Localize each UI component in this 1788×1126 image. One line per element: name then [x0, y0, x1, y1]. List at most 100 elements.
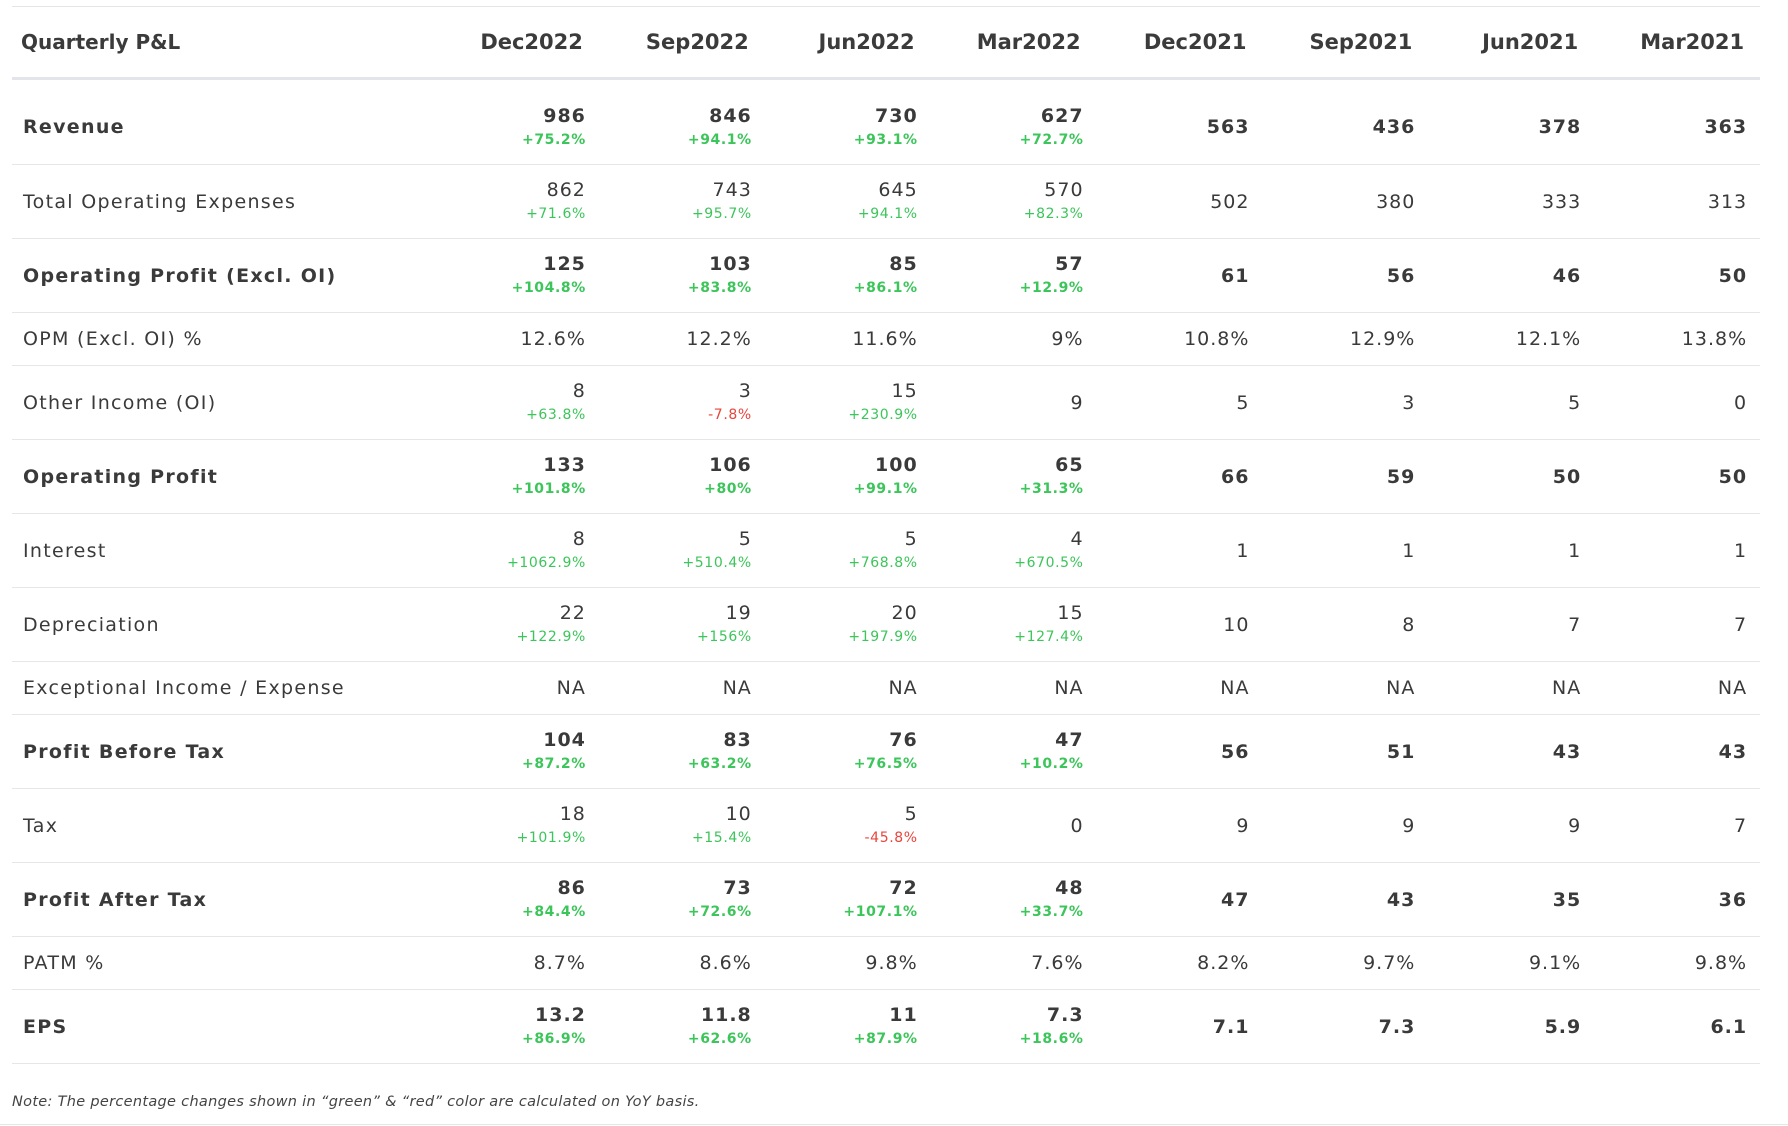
yoy-change: +75.2% [521, 131, 586, 148]
cell-value: 8 [572, 380, 586, 402]
table-row: Profit Before Tax 104 +87.2% 83 +63.2% 76 +76.… [12, 714, 1761, 789]
value-cell: 133 +101.8% [433, 439, 599, 514]
cell-value: 35 [1552, 888, 1582, 911]
cell-value: 18 [559, 803, 586, 825]
table-body: Revenue 986 +75.2% 846 +94.1% 730 +93.1% 627 +72… [12, 79, 1761, 1064]
row-label: Total Operating Expenses [12, 164, 433, 239]
yoy-change: +230.9% [848, 407, 918, 423]
yoy-change: +87.2% [521, 756, 586, 772]
value-cell: 43 [1262, 862, 1429, 937]
value-cell: 47 +10.2% [930, 714, 1097, 789]
value-cell: 50 [1594, 238, 1761, 313]
cell-value: 8.7% [533, 952, 586, 974]
cell-value: 378 [1538, 116, 1582, 138]
cell-value: 36 [1718, 888, 1748, 911]
value-cell: 83 +63.2% [598, 714, 765, 789]
cell-value: 9.8% [1694, 952, 1748, 974]
cell-value: 5 [904, 528, 918, 550]
value-cell: 9% [930, 312, 1097, 366]
value-cell: 46 [1428, 238, 1595, 313]
yoy-change: +80% [704, 481, 752, 497]
value-cell: 51 [1262, 714, 1429, 789]
table-row: Operating Profit (Excl. OI) 125 +104.8% 103… [12, 238, 1761, 313]
cell-value: 1 [1568, 539, 1582, 562]
period-header: Sep2022 [598, 6, 765, 80]
table-row: Other Income (OI) 8 +63.8% 3 -7.8% 15 +230.9% 9… [12, 365, 1761, 440]
cell-value: 59 [1386, 465, 1416, 488]
yoy-change: +12.9% [1019, 280, 1084, 296]
yoy-change: +63.2% [687, 756, 752, 772]
value-cell: 73 +72.6% [598, 862, 765, 937]
value-cell: 8.2% [1096, 936, 1263, 990]
cell-value: 85 [889, 253, 918, 275]
cell-value: 133 [543, 454, 586, 476]
cell-value: 8 [572, 528, 586, 550]
quarterly-pnl-panel: Quarterly P&L Dec2022 Sep2022 Jun2022 Ma… [12, 6, 1761, 1064]
yoy-change: +31.3% [1019, 481, 1084, 497]
value-cell: 13.2 +86.9% [433, 989, 599, 1064]
value-cell: 563 [1096, 90, 1263, 165]
cell-value: 9% [1051, 328, 1084, 350]
value-cell: 12.6% [433, 312, 599, 366]
value-cell: 22 +122.9% [433, 587, 599, 662]
value-cell: 333 [1428, 164, 1595, 239]
yoy-change: +94.1% [687, 131, 752, 148]
cell-value: 0 [1070, 814, 1084, 837]
yoy-change: +18.6% [1019, 1031, 1084, 1047]
yoy-change: +127.4% [1014, 629, 1084, 645]
value-cell: 8 +63.8% [433, 365, 599, 440]
cell-value: 9.7% [1363, 952, 1416, 974]
cell-value: 73 [723, 877, 752, 899]
cell-value: NA [1552, 677, 1582, 699]
value-cell: 627 +72.7% [930, 90, 1097, 165]
table-row: OPM (Excl. OI) % 12.6% 12.2% 11.6% 9% 10.8% 12… [12, 312, 1761, 366]
value-cell: 12.9% [1262, 312, 1429, 366]
value-cell: 5.9 [1428, 989, 1595, 1064]
yoy-change: -45.8% [864, 830, 918, 846]
cell-value: 313 [1707, 190, 1748, 213]
value-cell: 502 [1096, 164, 1263, 239]
cell-value: 627 [1040, 104, 1084, 127]
value-cell: 1 [1428, 513, 1595, 588]
value-cell: 1 [1262, 513, 1429, 588]
value-cell: 50 [1428, 439, 1595, 514]
cell-value: 57 [1055, 253, 1084, 275]
yoy-change: +101.8% [511, 481, 586, 497]
yoy-change: +95.7% [691, 206, 752, 222]
value-cell: 1 [1096, 513, 1263, 588]
yoy-change: +101.9% [516, 830, 586, 846]
table-row: Depreciation 22 +122.9% 19 +156% 20 +197.9% 15 +… [12, 587, 1761, 662]
cell-value: 5 [1568, 391, 1582, 414]
value-cell: 19 +156% [598, 587, 765, 662]
value-cell: 7.6% [930, 936, 1097, 990]
period-header: Jun2022 [764, 6, 931, 80]
row-label: Revenue [12, 90, 433, 165]
yoy-change: +10.2% [1019, 756, 1084, 772]
value-cell: 7 [1428, 587, 1595, 662]
cell-value: 106 [709, 454, 752, 476]
period-header: Jun2021 [1428, 6, 1595, 80]
value-cell: NA [1594, 661, 1761, 715]
cell-value: 9 [1070, 391, 1084, 414]
value-cell: 7 [1594, 587, 1761, 662]
cell-value: 9 [1402, 814, 1416, 837]
value-cell: 18 +101.9% [433, 788, 599, 863]
cell-value: 563 [1206, 116, 1250, 138]
bottom-divider [0, 1124, 1788, 1125]
value-cell: 100 +99.1% [764, 439, 931, 514]
cell-value: 13.8% [1681, 328, 1748, 350]
cell-value: 5 [738, 528, 752, 550]
value-cell: 9 [1428, 788, 1595, 863]
cell-value: NA [888, 677, 918, 699]
cell-value: 12.2% [686, 328, 752, 350]
value-cell: 3 [1262, 365, 1429, 440]
period-header: Dec2021 [1096, 6, 1263, 80]
cell-value: 15 [891, 380, 918, 402]
cell-value: NA [1054, 677, 1084, 699]
cell-value: 3 [1402, 391, 1416, 414]
yoy-change: +94.1% [857, 206, 918, 222]
value-cell: 10 [1096, 587, 1263, 662]
cell-value: 9.8% [865, 952, 918, 974]
cell-value: 125 [543, 253, 586, 275]
value-cell: 35 [1428, 862, 1595, 937]
